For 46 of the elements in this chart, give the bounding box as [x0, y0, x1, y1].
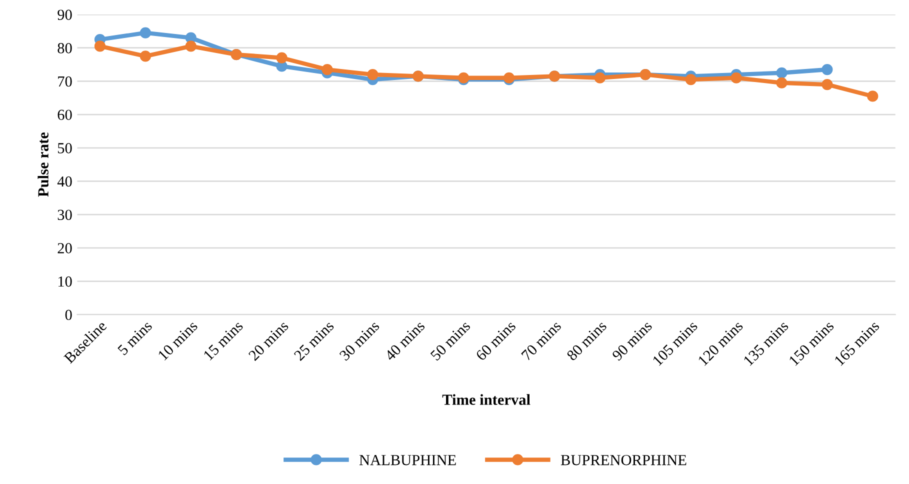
y-tick-label: 20 [58, 243, 72, 254]
y-tick-label: 10 [58, 276, 72, 287]
y-tick-label: 0 [65, 310, 72, 320]
x-tick-label: 105 mins [652, 320, 698, 366]
x-tick-label: 60 mins [475, 320, 516, 362]
x-tick-label: 135 mins [743, 320, 789, 366]
y-tick-label: 80 [58, 43, 72, 54]
x-axis-title: Time interval [442, 394, 530, 405]
legend-label: NALBUPHINE [359, 454, 456, 466]
x-tick-label: 25 mins [294, 320, 334, 362]
point [94, 40, 106, 52]
x-tick-label: 40 mins [384, 320, 426, 362]
point [776, 77, 788, 88]
x-tick-label: 70 mins [521, 320, 562, 361]
point [867, 90, 878, 102]
point [685, 74, 696, 86]
point [822, 64, 833, 76]
point [140, 27, 151, 38]
y-tick-label: 70 [58, 76, 72, 87]
y-tick-label: 50 [58, 143, 72, 154]
point [185, 40, 196, 52]
point [776, 67, 788, 78]
x-tick-label: 165 mins [834, 320, 880, 366]
point [822, 78, 833, 90]
y-axis-title: Pulse rate [38, 132, 49, 197]
y-tick-label: 30 [58, 210, 72, 220]
x-tick-label: 80 mins [566, 320, 608, 362]
x-tick-label: 5 mins [117, 320, 153, 356]
x-tick-label: 30 mins [339, 320, 380, 362]
y-tick-label: 40 [57, 176, 72, 187]
x-tick-label: 50 mins [430, 320, 471, 361]
legend-label: BUPRENORPHINE [560, 454, 686, 466]
point [594, 72, 606, 84]
point [367, 68, 378, 80]
x-tick-label: 90 mins [612, 320, 653, 362]
x-tick-label: 120 mins [698, 320, 744, 366]
y-tick-label: 90 [58, 10, 72, 20]
point [322, 64, 333, 76]
x-tick-label: 10 mins [158, 320, 198, 361]
y-tick-label: 60 [58, 110, 72, 120]
x-tick-label: 20 mins [248, 320, 289, 362]
x-tick-label: 15 mins [203, 320, 244, 361]
point [140, 50, 151, 62]
point [276, 52, 288, 64]
x-tick-label: 150 mins [788, 320, 834, 366]
point [730, 72, 742, 84]
